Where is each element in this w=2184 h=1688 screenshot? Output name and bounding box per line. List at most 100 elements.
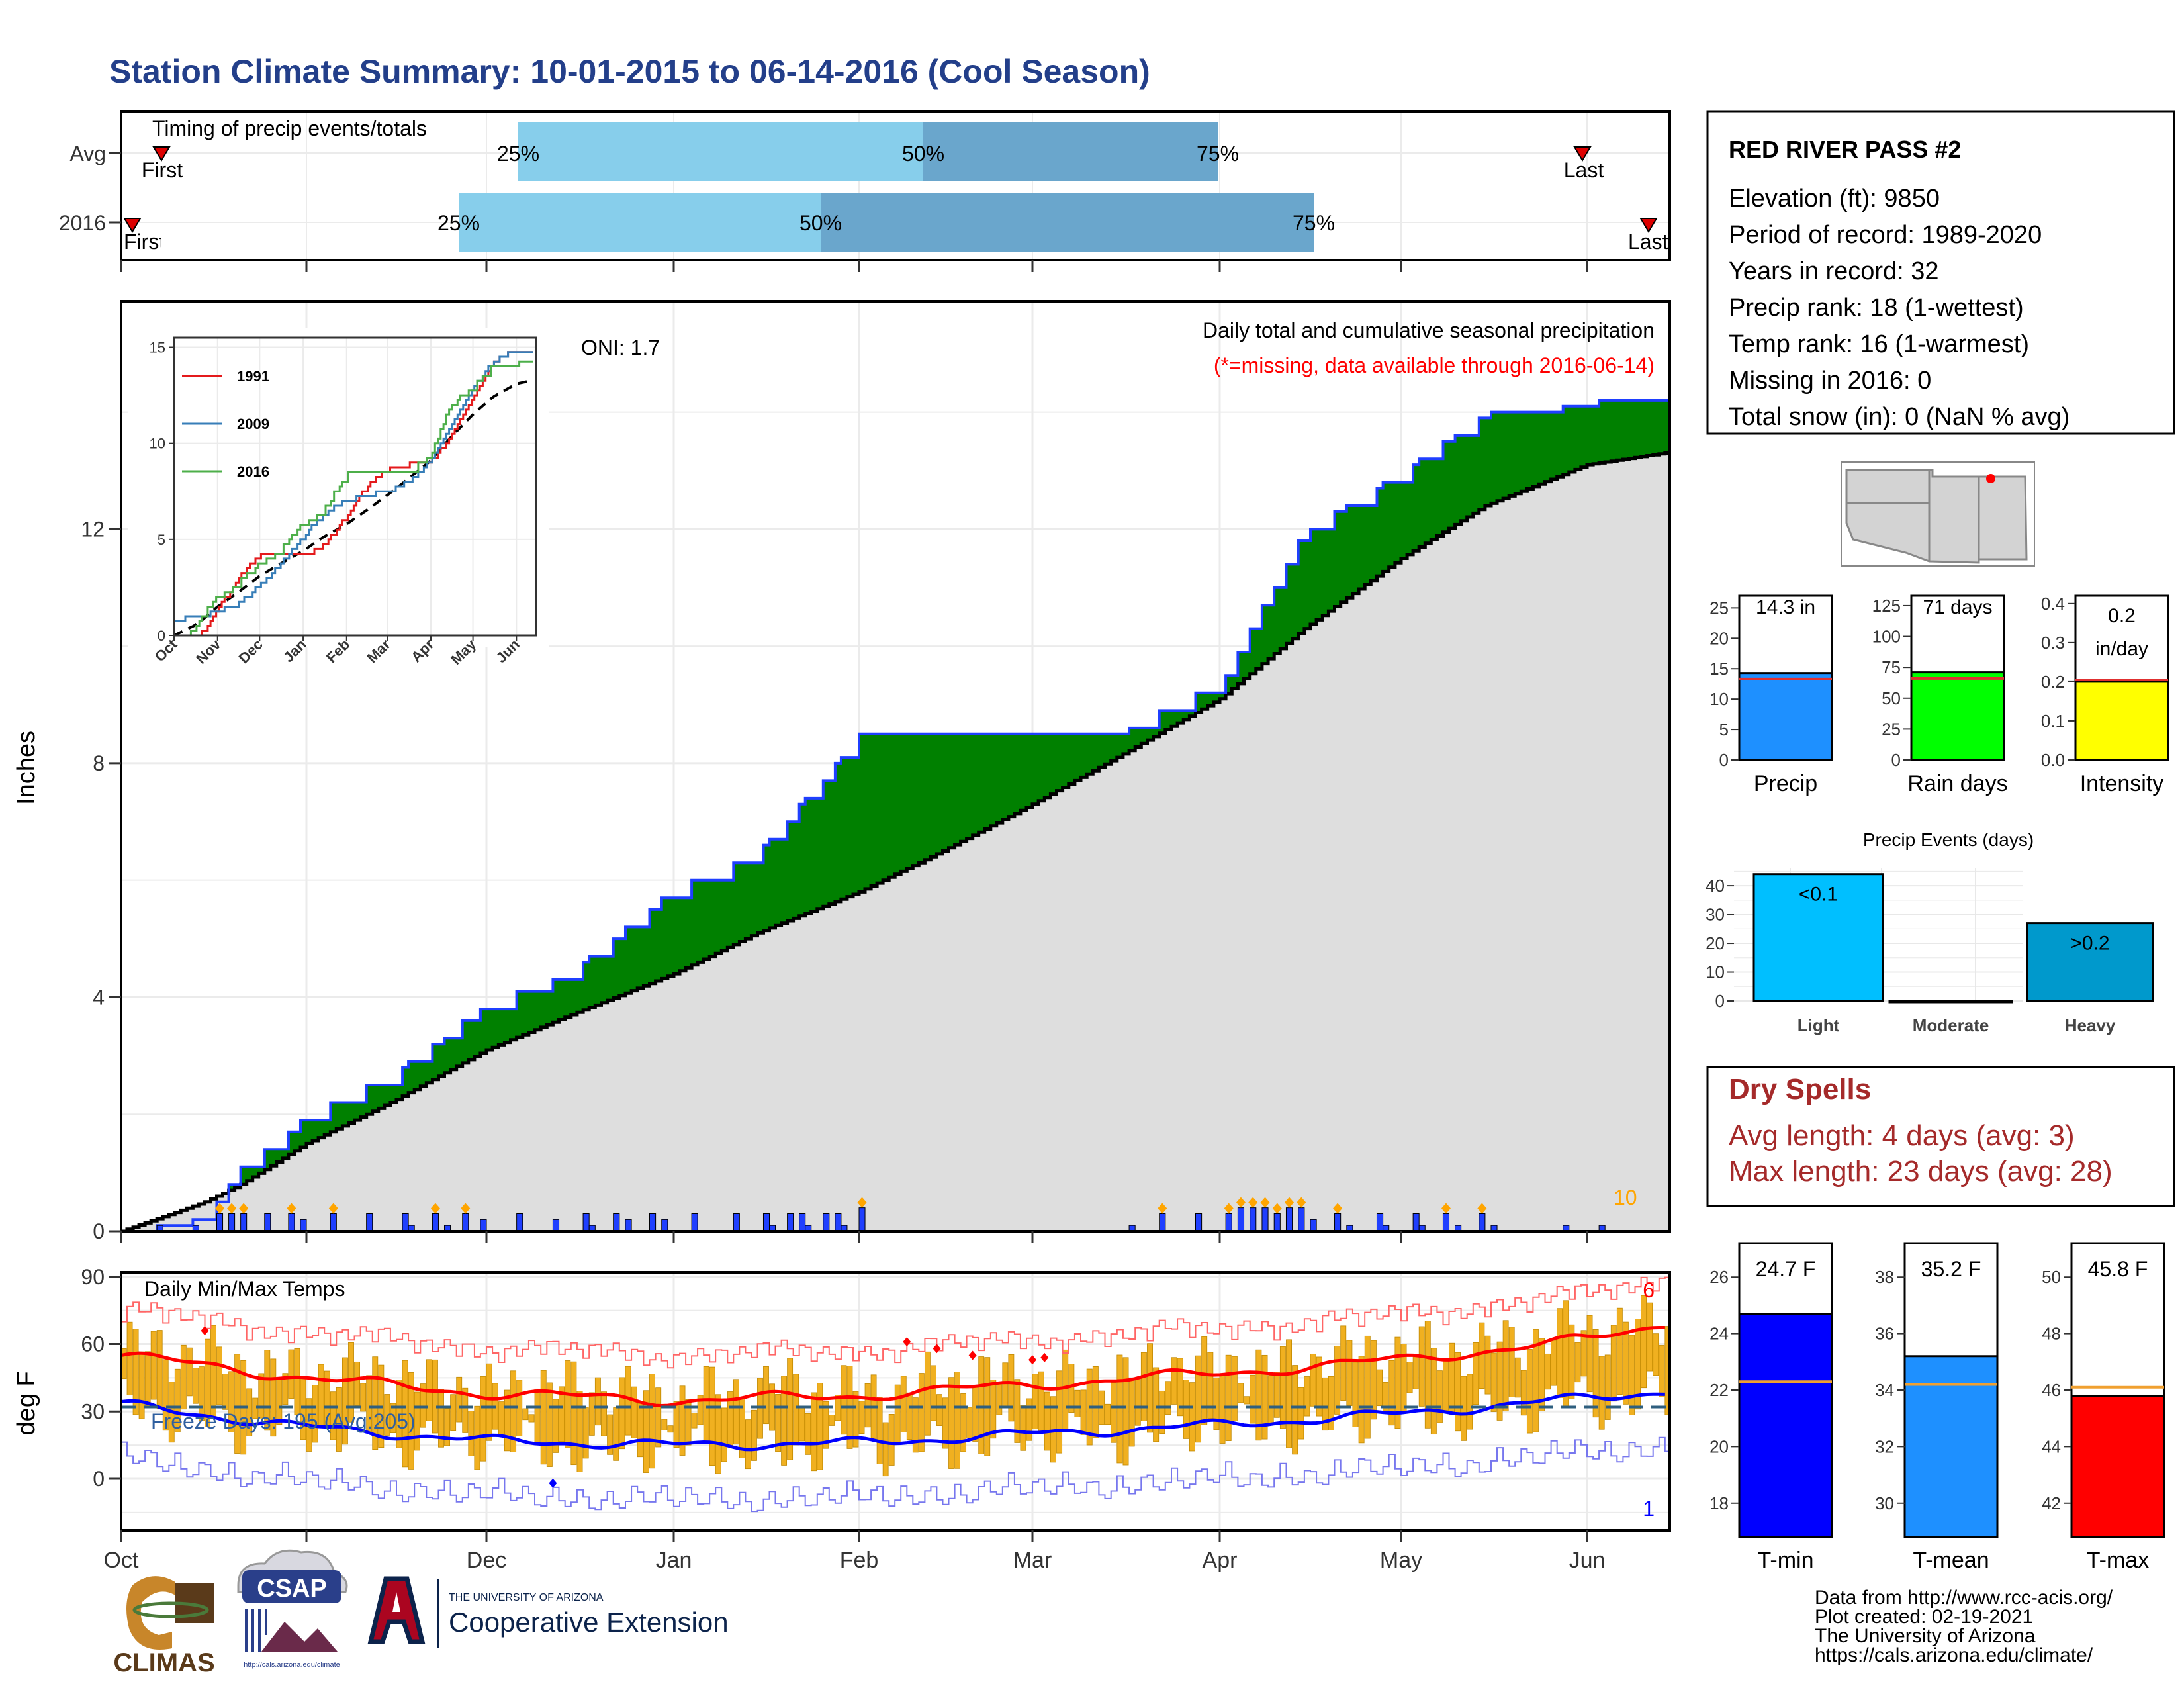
station-period: Period of record: 1989-2020 — [1729, 221, 2042, 249]
record-day-marker — [1477, 1203, 1487, 1214]
daily-temp-bar — [1273, 1372, 1280, 1418]
daily-temp-bar — [1002, 1362, 1009, 1407]
daily-temp-bar — [144, 1351, 151, 1408]
daily-precip-bar — [762, 1213, 770, 1232]
record-day-marker — [1333, 1203, 1343, 1214]
dry-spells-avg: Avg length: 4 days (avg: 3) — [1729, 1119, 2075, 1152]
temp-summary-ytick: 44 — [2042, 1436, 2061, 1456]
summary-value: 0.2 — [2108, 605, 2136, 627]
record-day-marker — [1236, 1197, 1246, 1208]
summary-ytick: 0.1 — [2041, 711, 2065, 731]
daily-temp-bar — [1140, 1352, 1147, 1421]
daily-precip-bar — [733, 1213, 740, 1232]
events-category: Moderate — [1913, 1015, 1989, 1035]
daily-temp-bar — [1038, 1371, 1044, 1433]
daily-temp-bar — [1250, 1374, 1256, 1424]
record-day-marker — [239, 1203, 249, 1214]
daily-precip-bar — [691, 1213, 698, 1232]
daily-precip-bar — [1273, 1213, 1281, 1232]
daily-temp-bar — [480, 1376, 486, 1462]
daily-precip-bar — [1442, 1213, 1450, 1232]
temp-ytick: 30 — [81, 1399, 105, 1423]
temp-summary-t-mean: 30 32 34 36 38 35.2 F T-mean — [1875, 1242, 1999, 1573]
temp-summary-label: T-min — [1758, 1548, 1814, 1573]
daily-temp-bar — [408, 1372, 414, 1470]
daily-temp-bar — [330, 1391, 336, 1440]
daily-temp-bar — [763, 1366, 769, 1425]
p25-2016: 25% — [437, 211, 480, 235]
climas-text: CLIMAS — [113, 1648, 214, 1677]
daily-precip-bar — [216, 1213, 224, 1232]
daily-temp-bar — [733, 1379, 739, 1445]
daily-temp-bar — [954, 1372, 960, 1469]
events-bar-label: <0.1 — [1799, 884, 1838, 906]
daily-temp-bar — [1032, 1374, 1038, 1430]
record-day-marker — [227, 1203, 237, 1214]
daily-temp-bar — [781, 1376, 788, 1466]
daily-precip-bar — [1412, 1213, 1420, 1232]
daily-temp-bar — [1267, 1375, 1274, 1426]
daily-temp-bar — [1526, 1349, 1533, 1434]
average-cumulative-line — [121, 451, 1671, 1233]
inset-legend-label: 1991 — [237, 368, 269, 385]
daily-temp-bar — [1195, 1355, 1202, 1443]
summary-ytick: 0.2 — [2041, 672, 2065, 692]
daily-temp-bar — [553, 1399, 559, 1453]
daily-temp-bar — [1377, 1369, 1383, 1407]
summary-ytick: 0 — [1891, 750, 1901, 770]
daily-temp-bar — [673, 1401, 680, 1448]
daily-temp-bar — [432, 1359, 438, 1434]
daily-temp-bar — [1574, 1342, 1581, 1383]
last-marker-2016 — [1639, 218, 1658, 233]
temp-summary-label: T-mean — [1913, 1548, 1989, 1573]
daily-temp-bar — [1225, 1354, 1232, 1441]
first-label-avg: First — [142, 158, 183, 182]
ua-big-text: Cooperative Extension — [449, 1607, 729, 1638]
record-day-marker — [1260, 1197, 1270, 1208]
daily-temp-bar — [199, 1366, 205, 1421]
month-tick-oct: Oct — [104, 1548, 139, 1573]
credit-url: https://cals.arizona.edu/climate/ — [1815, 1644, 2093, 1666]
daily-temp-bar — [565, 1360, 571, 1448]
summary-bar-charts: 0 5 10 15 20 25 14.3 in Precip 0 25 50 75 100 125 71 d… — [1709, 594, 2169, 796]
summary-ytick: 5 — [1719, 720, 1729, 739]
daily-temp-bar — [1388, 1360, 1395, 1426]
daily-temp-bar — [282, 1373, 289, 1405]
ua-small-text: THE UNIVERSITY OF ARIZONA — [449, 1592, 604, 1603]
daily-precip-bar — [1334, 1213, 1342, 1232]
daily-temp-bar — [1610, 1325, 1617, 1402]
daily-temp-bar — [1557, 1308, 1563, 1398]
daily-temp-bar — [264, 1350, 271, 1431]
temp-summary-ytick: 50 — [2042, 1267, 2061, 1287]
daily-temp-bar — [1455, 1352, 1461, 1432]
inset-ytick: 10 — [150, 436, 165, 452]
daily-precip-bar — [1310, 1219, 1317, 1232]
summary-ytick: 0.3 — [2041, 633, 2065, 653]
timing-panel: Timing of precip events/totals Avg 2016 … — [59, 110, 1671, 261]
daily-temp-bar — [1592, 1329, 1599, 1418]
daily-temp-bar — [829, 1415, 835, 1426]
events-title: Precip Events (days) — [1863, 829, 2034, 850]
events-ytick: 10 — [1706, 962, 1725, 982]
csap-logo: CSAP http://cals.arizona.edu/climate — [237, 1549, 348, 1669]
daily-temp-bar — [1533, 1329, 1539, 1432]
temp-ytick: 90 — [81, 1265, 105, 1289]
temp-ylabel: deg F — [13, 1371, 40, 1435]
daily-precip-bar — [366, 1213, 373, 1232]
daily-temp-bar — [216, 1346, 222, 1405]
daily-temp-bar — [444, 1408, 450, 1446]
daily-temp-bar — [390, 1403, 396, 1434]
daily-temp-bar — [522, 1408, 529, 1421]
timing-bar-2016-early — [459, 193, 821, 252]
daily-temp-bar — [691, 1413, 698, 1429]
record-day-marker — [461, 1203, 471, 1214]
first-marker-avg — [152, 146, 171, 162]
daily-temp-bar — [1616, 1307, 1623, 1395]
daily-precip-bar — [1195, 1213, 1203, 1232]
inset-average-line — [173, 379, 534, 637]
daily-temp-bar — [1008, 1354, 1015, 1422]
temp-summary-label: T-max — [2087, 1548, 2149, 1573]
daily-temp-bar — [462, 1387, 469, 1433]
temp-summary-ytick: 18 — [1709, 1493, 1729, 1513]
daily-temp-bar — [1014, 1379, 1021, 1443]
